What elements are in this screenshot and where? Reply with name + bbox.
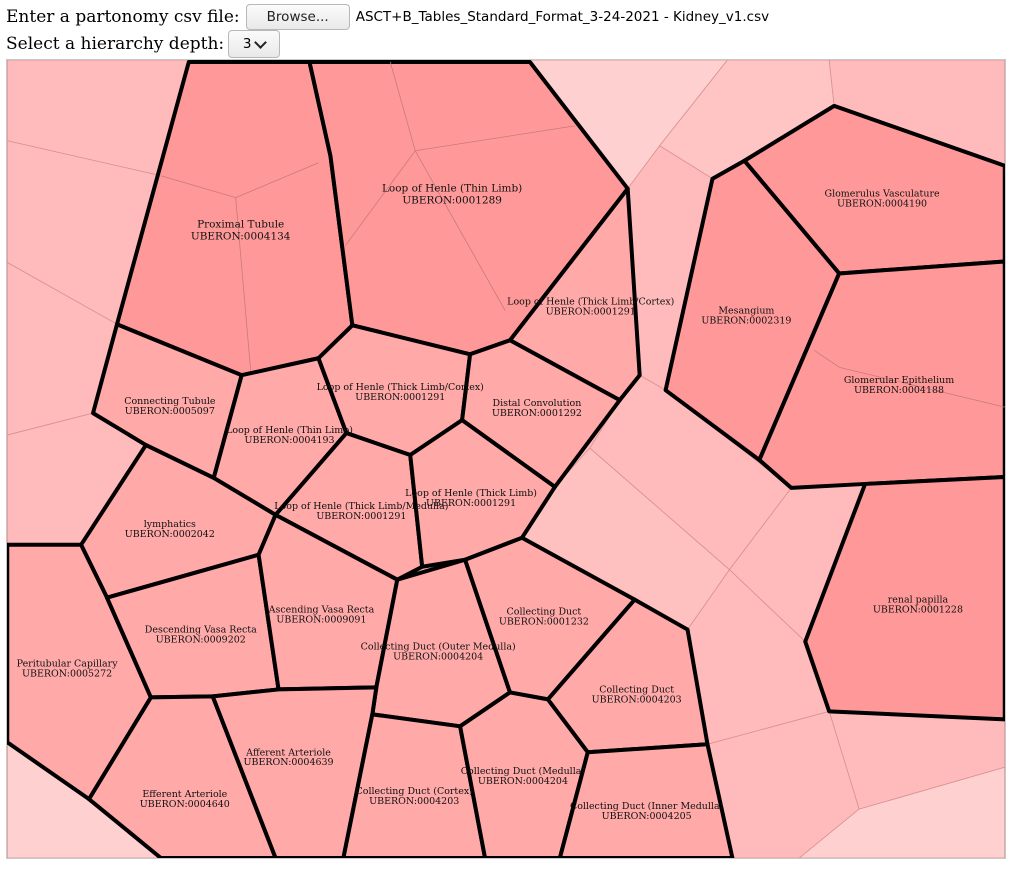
cell-code-collecting-duct-4203: UBERON:0004203: [592, 694, 682, 705]
browse-button[interactable]: Browse...: [245, 4, 350, 30]
cell-loop-henle-thick-medulla[interactable]: [273, 431, 425, 582]
cell-label-loop-henle-thick: Loop of Henle (Thick Limb): [405, 488, 537, 499]
cell-code-collecting-duct-medulla: UBERON:0004204: [478, 776, 568, 787]
csv-file-label: Enter a partonomy csv file:: [6, 7, 240, 27]
cell-code-collecting-duct-cortex: UBERON:0004203: [369, 796, 459, 807]
cell-code-collecting-duct-1232: UBERON:0001232: [499, 617, 589, 628]
cell-label-glomerulus-vasculature: Glomerulus Vasculature: [825, 189, 940, 200]
cell-code-collecting-duct-inner-medulla: UBERON:0004205: [602, 811, 692, 822]
cell-efferent-arteriole[interactable]: [87, 694, 278, 858]
cell-distal-convolution[interactable]: [460, 338, 622, 489]
cell-code-loop-henle-thick-medulla: UBERON:0001291: [316, 511, 406, 522]
cell-label-renal-papilla: renal papilla: [888, 595, 949, 606]
cell-label-lymphatics: lymphatics: [144, 519, 196, 530]
chevron-down-icon: [254, 35, 268, 49]
cell-collecting-duct-cortex[interactable]: [341, 712, 488, 858]
cell-code-ascending-vasa-recta: UBERON:0009091: [276, 615, 366, 626]
depth-select[interactable]: 3: [228, 30, 281, 58]
cell-label-collecting-duct-outer-medulla: Collecting Duct (Outer Medulla): [361, 642, 516, 653]
cell-code-collecting-duct-outer-medulla: UBERON:0004204: [393, 651, 483, 662]
cell-label-loop-henle-thin-top: Loop of Henle (Thin Limb): [382, 183, 522, 195]
cell-code-renal-papilla: UBERON:0001228: [873, 605, 963, 616]
cell-code-loop-henle-thin-small: UBERON:0004193: [245, 435, 335, 446]
cell-label-collecting-duct-cortex: Collecting Duct (Cortex): [356, 786, 473, 797]
cell-label-loop-henle-thick-medulla: Loop of Henle (Thick Limb/Medulla): [274, 501, 448, 512]
file-input-row: Enter a partonomy csv file: Browse... AS…: [6, 3, 769, 31]
cell-code-proximal-tubule: UBERON:0004134: [191, 231, 291, 243]
cell-label-mesangium: Mesangium: [718, 305, 774, 316]
cell-code-glomerular-epithelium: UBERON:0004188: [854, 385, 944, 396]
cell-label-distal-convolution: Distal Convolution: [493, 398, 582, 409]
cell-code-afferent-arteriole: UBERON:0004639: [244, 757, 334, 768]
cell-label-connecting-tubule: Connecting Tubule: [124, 396, 216, 407]
depth-row: Select a hierarchy depth: 3: [6, 30, 281, 58]
cell-label-collecting-duct-1232: Collecting Duct: [507, 607, 582, 618]
cell-code-distal-convolution: UBERON:0001292: [492, 408, 582, 419]
cell-code-descending-vasa-recta: UBERON:0009202: [156, 635, 246, 646]
cell-label-loop-henle-thick-cortex-right: Loop of Henle (Thick Limb/Cortex): [507, 296, 674, 307]
cell-label-loop-henle-thick-cortex-center: Loop of Henle (Thick Limb/Cortex): [317, 382, 484, 393]
selected-file-name: ASCT+B_Tables_Standard_Format_3-24-2021 …: [355, 9, 770, 25]
cell-label-collecting-duct-medulla: Collecting Duct (Medulla): [461, 766, 585, 777]
cell-code-mesangium: UBERON:0002319: [701, 315, 791, 326]
cell-code-glomerulus-vasculature: UBERON:0004190: [837, 199, 927, 210]
cell-label-peritubular-capillary: Peritubular Capillary: [17, 658, 119, 669]
depth-select-value: 3: [242, 36, 252, 52]
cell-label-ascending-vasa-recta: Ascending Vasa Recta: [268, 605, 375, 616]
cell-label-collecting-duct-4203: Collecting Duct: [599, 684, 674, 695]
cell-label-descending-vasa-recta: Descending Vasa Recta: [145, 625, 257, 636]
cell-renal-papilla[interactable]: [803, 474, 1005, 722]
cell-label-collecting-duct-inner-medulla: Collecting Duct (Inner Medulla): [570, 801, 723, 812]
cell-code-peritubular-capillary: UBERON:0005272: [22, 668, 112, 679]
depth-label: Select a hierarchy depth:: [6, 34, 225, 54]
cell-code-loop-henle-thin-top: UBERON:0001289: [402, 195, 502, 207]
partonomy-cells: [7, 60, 1005, 858]
cell-code-loop-henle-thick-cortex-center: UBERON:0001291: [355, 392, 445, 403]
cell-code-lymphatics: UBERON:0002042: [125, 529, 215, 540]
cell-code-connecting-tubule: UBERON:0005097: [125, 406, 215, 417]
cell-label-proximal-tubule: Proximal Tubule: [197, 219, 284, 231]
cell-code-loop-henle-thick: UBERON:0001291: [426, 498, 516, 509]
cell-label-glomerular-epithelium: Glomerular Epithelium: [844, 375, 954, 386]
cell-code-loop-henle-thick-cortex-right: UBERON:0001291: [546, 306, 636, 317]
cell-label-loop-henle-thin-small: Loop of Henle (Thin Limb): [226, 425, 353, 436]
inner-edges: [160, 61, 1005, 408]
cell-collecting-duct-inner-medulla[interactable]: [557, 742, 735, 858]
cell-code-efferent-arteriole: UBERON:0004640: [140, 799, 230, 810]
cell-label-efferent-arteriole: Efferent Arteriole: [142, 789, 227, 800]
cell-label-afferent-arteriole: Afferent Arteriole: [245, 747, 331, 758]
